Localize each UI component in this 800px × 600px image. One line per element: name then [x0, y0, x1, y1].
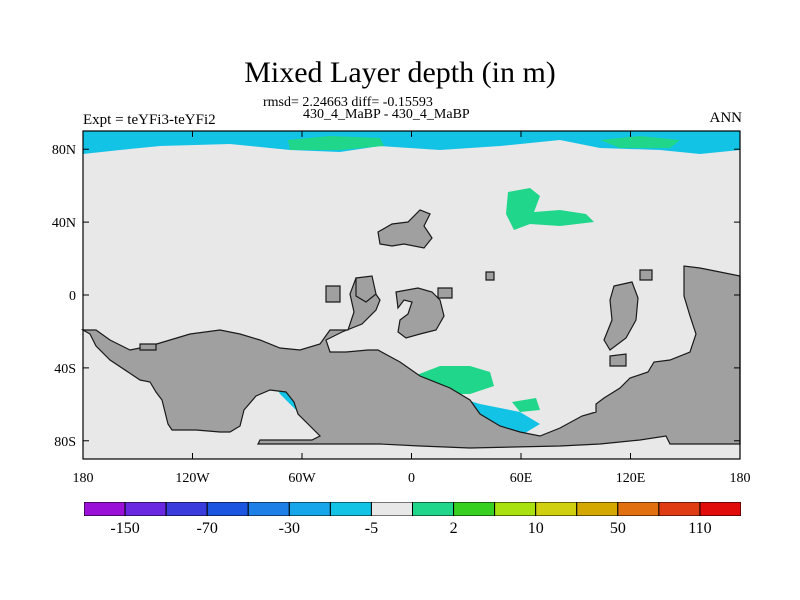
- lon-tick-label: 180: [73, 471, 94, 486]
- lon-tick-label: 0: [408, 471, 415, 486]
- lat-tick-label: 0: [69, 289, 76, 304]
- colorbar-swatch: [658, 502, 701, 516]
- south-indian-green: [512, 398, 540, 412]
- north-africa-land: [377, 209, 433, 249]
- south-america-land: [80, 265, 741, 449]
- colorbar-swatch: [206, 502, 249, 516]
- colorbar-swatch: [699, 502, 741, 516]
- experiment-label: Expt = teYFi3-teYFi2: [83, 112, 216, 128]
- lon-tick-label: 60E: [510, 471, 533, 486]
- arctic-green-patch: [288, 136, 384, 150]
- island-mid: [355, 275, 377, 303]
- colorbar-label: 110: [688, 520, 712, 537]
- colorbar-swatch: [535, 502, 578, 516]
- africa-land: [395, 287, 445, 339]
- colorbar-label: -70: [196, 520, 218, 537]
- colorbar-swatch: [84, 502, 126, 516]
- colorbar-swatch: [617, 502, 660, 516]
- colorbar-label: -5: [364, 520, 379, 537]
- lon-tick-label: 60W: [288, 471, 316, 486]
- land-masses: [80, 209, 741, 449]
- island-far-east: [609, 353, 627, 367]
- lat-tick-label: 40N: [52, 216, 76, 231]
- island-right: [437, 287, 453, 299]
- australia-land: [603, 281, 639, 351]
- arctic-cyan-band: [83, 131, 740, 154]
- lat-tick-label: 80N: [52, 143, 76, 158]
- island-tiny: [485, 271, 495, 281]
- colorbar-swatch: [247, 502, 290, 516]
- case-subtitle: 430_4_MaBP - 430_4_MaBP: [303, 107, 470, 122]
- colorbar-swatch: [576, 502, 619, 516]
- lon-tick-label: 180: [730, 471, 751, 486]
- colorbar-swatch: [124, 502, 167, 516]
- season-label: ANN: [709, 110, 743, 126]
- colorbar-label: 10: [527, 520, 544, 537]
- colorbar-swatch: [453, 502, 496, 516]
- colorbar-swatch: [494, 502, 537, 516]
- colorbar-swatch: [329, 502, 372, 516]
- colorbar-swatch: [288, 502, 331, 516]
- latitude-axis: 80N 40N 0 40S 80S: [52, 143, 740, 450]
- lon-tick-label: 120W: [175, 471, 210, 486]
- north-atlantic-green: [506, 188, 594, 230]
- map-title: Mixed Layer depth (in m): [244, 56, 556, 89]
- lat-tick-label: 80S: [54, 435, 76, 450]
- colorbar-label: -150: [110, 520, 140, 537]
- lat-tick-label: 40S: [54, 362, 76, 377]
- longitude-axis: 180 120W 60W 0 60E 120E 180: [73, 131, 751, 486]
- colorbar-label: 2: [449, 520, 458, 537]
- island-east: [639, 269, 653, 281]
- colorbar-swatch: [412, 502, 455, 516]
- colorbar-swatch: [370, 502, 413, 516]
- stats-line: rmsd= 2.24663 diff= -0.15593: [263, 95, 433, 110]
- island-west: [139, 343, 157, 351]
- arctic-green-patch-east: [600, 136, 680, 148]
- colorbar-label: 50: [609, 520, 626, 537]
- island-left: [325, 285, 341, 303]
- lon-tick-label: 120E: [616, 471, 646, 486]
- colorbar: [84, 502, 741, 516]
- colorbar-label: -30: [278, 520, 300, 537]
- colorbar-swatch: [165, 502, 208, 516]
